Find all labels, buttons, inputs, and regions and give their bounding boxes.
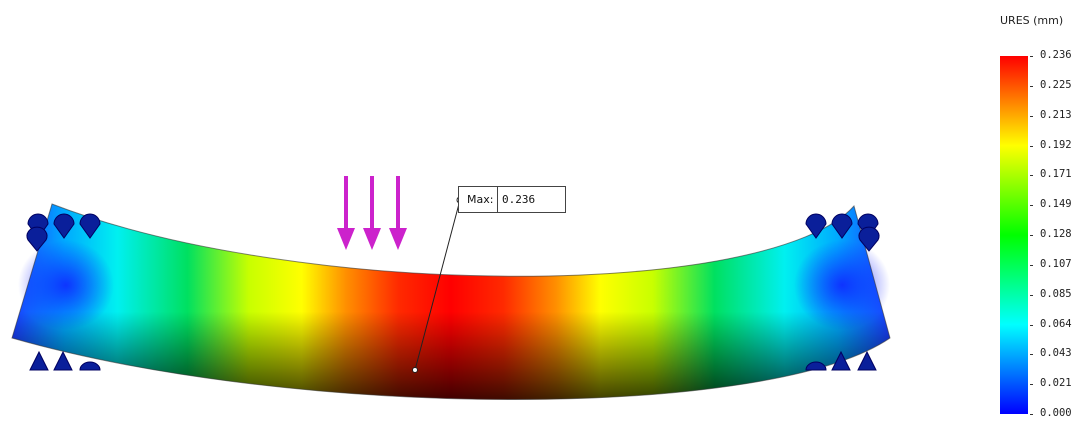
legend-tick-label: 0.128 xyxy=(1040,228,1072,240)
legend-tick-mark xyxy=(1030,175,1033,177)
downward-force-arrow-icon xyxy=(363,176,381,250)
roller-triangle-icon xyxy=(805,350,877,371)
legend-tick-label: 0.192 xyxy=(1040,138,1072,151)
probe-value-text: 0.236 xyxy=(502,193,536,206)
probe-separator xyxy=(497,187,498,212)
deformed-beam xyxy=(11,203,891,400)
legend-tick-label: 0.043 xyxy=(1040,347,1072,360)
legend-tick-label: 0.085 xyxy=(1040,287,1072,300)
legend-tick-mark xyxy=(1030,115,1033,117)
roller-triangle-icon xyxy=(29,350,101,371)
legend-tick-mark xyxy=(1030,264,1033,266)
legend-tick-label: 0.064 xyxy=(1040,317,1072,330)
fixed-restraint-cone-icon xyxy=(805,213,880,252)
fixed-restraint-cone-icon xyxy=(26,213,101,252)
legend-tick-mark xyxy=(1030,324,1033,326)
downward-force-arrow-icon xyxy=(337,176,355,250)
probe-label-text: Max: xyxy=(467,193,494,206)
legend-tick-label: 0.236 xyxy=(1040,49,1072,61)
legend-tick-mark xyxy=(1030,205,1033,207)
legend-tick-label: 0.107 xyxy=(1040,257,1072,270)
legend-tick-mark xyxy=(1030,145,1033,147)
legend-tick-mark xyxy=(1030,56,1033,57)
legend-tick-label: 0.021 xyxy=(1040,377,1072,390)
downward-force-arrow-icon xyxy=(389,176,407,250)
legend-title: URES (mm) xyxy=(1000,14,1064,27)
legend-tick-label: 0.149 xyxy=(1040,198,1072,211)
legend-tick-mark xyxy=(1030,354,1033,356)
left-fixtures[interactable] xyxy=(26,213,101,371)
legend-tick-label: 0.000 xyxy=(1040,407,1072,419)
legend-tick-mark xyxy=(1030,235,1033,236)
max-probe-label[interactable]: Max: 0.236 xyxy=(458,186,566,213)
legend-tick-mark xyxy=(1030,85,1033,87)
legend-colorbar xyxy=(1000,56,1028,414)
legend-tick-label: 0.213 xyxy=(1040,108,1072,121)
legend-tick-mark xyxy=(1030,414,1033,415)
load-arrows[interactable] xyxy=(337,176,407,250)
legend-tick-mark xyxy=(1030,384,1033,386)
legend-tick-mark xyxy=(1030,294,1033,296)
legend-tick-label: 0.225 xyxy=(1040,78,1072,91)
legend-tick-label: 0.171 xyxy=(1040,168,1072,181)
right-fixtures[interactable] xyxy=(805,213,880,371)
